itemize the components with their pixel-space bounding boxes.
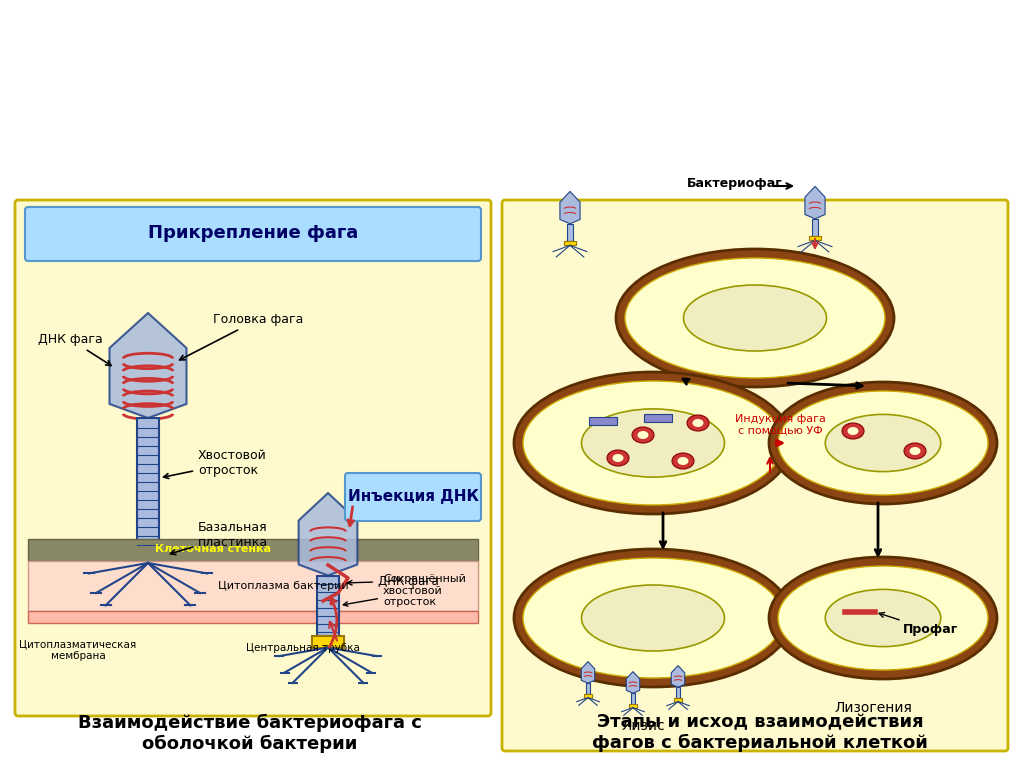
Text: Инъекция ДНК: Инъекция ДНК: [347, 489, 478, 505]
Bar: [584, 694, 592, 697]
Ellipse shape: [616, 249, 894, 387]
Ellipse shape: [909, 447, 921, 455]
Bar: [312, 635, 344, 647]
Ellipse shape: [582, 409, 725, 477]
Ellipse shape: [687, 415, 709, 431]
Text: Цитоплазматическая
мембрана: Цитоплазматическая мембрана: [19, 639, 136, 660]
Ellipse shape: [523, 558, 783, 678]
Text: Бактериофаг: Бактериофаг: [687, 177, 782, 190]
Bar: [644, 414, 672, 422]
Text: Лизис: Лизис: [622, 719, 665, 733]
Ellipse shape: [632, 427, 654, 443]
Text: ДНК фага: ДНК фага: [38, 333, 111, 366]
Text: Этапы и исход взаимодействия
фагов с бактериальной клеткой: Этапы и исход взаимодействия фагов с бак…: [592, 713, 928, 753]
Ellipse shape: [672, 453, 694, 469]
FancyBboxPatch shape: [25, 207, 481, 261]
Text: Цитоплазма бактерии: Цитоплазма бактерии: [218, 581, 348, 591]
Bar: [589, 417, 617, 425]
Ellipse shape: [825, 589, 941, 647]
Bar: [567, 223, 573, 240]
Text: Клеточная стенка: Клеточная стенка: [155, 544, 271, 554]
Text: Базальная
пластинка: Базальная пластинка: [170, 521, 268, 554]
Bar: [674, 698, 682, 702]
Bar: [130, 548, 166, 563]
Ellipse shape: [683, 285, 826, 351]
Ellipse shape: [778, 391, 988, 495]
Ellipse shape: [625, 258, 885, 378]
Ellipse shape: [769, 557, 997, 679]
Bar: [28, 611, 478, 623]
Ellipse shape: [607, 450, 629, 466]
Text: Профаг: Профаг: [880, 613, 958, 637]
Ellipse shape: [778, 566, 988, 670]
Text: Индукция фага
с помощью УФ: Индукция фага с помощью УФ: [735, 414, 826, 435]
FancyBboxPatch shape: [345, 473, 481, 521]
Polygon shape: [110, 313, 186, 418]
Bar: [28, 561, 478, 611]
Bar: [631, 694, 635, 704]
Polygon shape: [805, 187, 825, 219]
Polygon shape: [672, 666, 685, 687]
Text: Прикрепление фага: Прикрепление фага: [147, 224, 358, 242]
Bar: [137, 418, 159, 548]
FancyBboxPatch shape: [15, 200, 490, 716]
Polygon shape: [582, 661, 595, 684]
Ellipse shape: [523, 381, 783, 505]
Text: Лизогения: Лизогения: [835, 701, 912, 715]
Ellipse shape: [825, 415, 941, 472]
Bar: [812, 219, 818, 236]
Polygon shape: [560, 191, 580, 223]
Ellipse shape: [514, 372, 792, 514]
Bar: [317, 575, 339, 635]
Bar: [629, 704, 637, 707]
Ellipse shape: [582, 585, 725, 651]
Bar: [28, 539, 478, 561]
Bar: [809, 236, 821, 240]
Bar: [564, 240, 575, 246]
Ellipse shape: [638, 431, 648, 439]
Polygon shape: [299, 493, 357, 575]
Text: Головка фага: Головка фага: [179, 313, 303, 360]
Text: ДНК фага: ДНК фага: [347, 574, 438, 588]
Ellipse shape: [612, 454, 624, 462]
Bar: [586, 684, 590, 694]
Ellipse shape: [842, 423, 864, 439]
Text: Хвостовой
отросток: Хвостовой отросток: [164, 449, 266, 478]
Text: Центральная трубка: Центральная трубка: [246, 643, 360, 653]
Text: Взаимодействие бактериофага с
оболочкой бактерии: Взаимодействие бактериофага с оболочкой …: [78, 713, 422, 753]
Bar: [676, 687, 680, 698]
Ellipse shape: [769, 382, 997, 504]
Ellipse shape: [848, 427, 858, 435]
FancyBboxPatch shape: [502, 200, 1008, 751]
Ellipse shape: [678, 457, 688, 465]
Ellipse shape: [514, 549, 792, 687]
Ellipse shape: [904, 443, 926, 459]
Ellipse shape: [692, 419, 703, 427]
Text: Сокращённый
хвостовой
отросток: Сокращённый хвостовой отросток: [343, 574, 466, 607]
Polygon shape: [627, 671, 640, 694]
